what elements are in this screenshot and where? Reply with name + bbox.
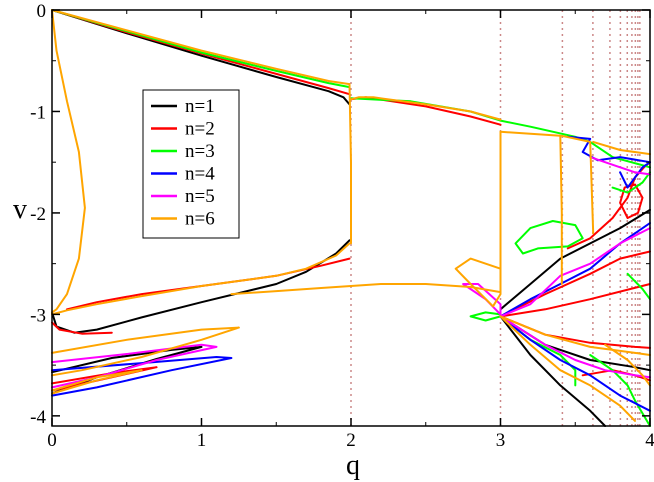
- series-6-curve-3: [348, 83, 352, 245]
- series-6-curve-14: [51, 369, 143, 395]
- x-tick-label: 1: [197, 430, 207, 451]
- series-1-curve-5: [499, 315, 607, 427]
- series-2-curve-10: [499, 283, 651, 318]
- series-6-curve-1: [51, 9, 86, 314]
- series-2-curve-8: [619, 183, 644, 219]
- series-4-curve-3: [619, 161, 651, 189]
- series-5-curve-1: [499, 227, 651, 318]
- x-axis-label: q: [346, 450, 360, 481]
- series-2-curve-1: [350, 96, 502, 126]
- series-2-curve-5: [499, 250, 651, 318]
- y-tick-label: -1: [30, 102, 46, 123]
- series-3-curve-6: [611, 171, 651, 194]
- series-6-curve-11: [499, 315, 651, 356]
- series-6-curve-7: [454, 130, 502, 308]
- y-axis-label: v: [13, 194, 27, 225]
- series-6-curve-0: [51, 9, 351, 86]
- series-2-curve-3: [51, 321, 113, 335]
- legend: n=1n=2n=3n=4n=5n=6: [142, 89, 240, 239]
- axis-ticks: 0 1 2 3 4 0 -1 -2 -3 -4: [30, 1, 654, 451]
- vertical-dotted-lines: [350, 10, 641, 426]
- series-1-curve-3: [499, 208, 651, 311]
- legend-label-4: n=4: [185, 164, 215, 185]
- series-curves: [51, 9, 651, 427]
- series-6-curve-9: [560, 134, 595, 235]
- y-tick-label: 0: [37, 1, 47, 22]
- series-3-curve-1: [350, 97, 502, 122]
- series-3-curve-4: [469, 311, 502, 322]
- series-3-curve-3: [514, 220, 584, 255]
- series-3-curve-7: [626, 272, 651, 301]
- series-6-curve-5: [350, 283, 502, 294]
- legend-box: [142, 89, 240, 239]
- series-3-curve-8: [589, 354, 651, 427]
- series-6-curve-10: [592, 140, 651, 156]
- series-6-curve-2: [51, 242, 351, 316]
- legend-label-3: n=3: [185, 141, 215, 162]
- x-tick-label: 0: [47, 430, 57, 451]
- series-6-curve-4: [350, 96, 502, 121]
- y-tick-label: -4: [30, 407, 46, 428]
- legend-label-5: n=5: [185, 186, 215, 207]
- series-4-curve-4: [51, 356, 233, 397]
- legend-label-6: n=6: [185, 209, 215, 230]
- x-tick-label: 4: [645, 430, 654, 451]
- series-6-curve-8: [499, 130, 563, 285]
- legend-label-2: n=2: [185, 119, 215, 140]
- series-6-curve-12: [499, 315, 636, 422]
- series-6-curve-13: [51, 326, 240, 377]
- series-6-curve-15: [604, 343, 651, 387]
- series-5-curve-2: [499, 315, 651, 379]
- legend-label-1: n=1: [185, 96, 215, 117]
- series-4-curve-2: [499, 315, 651, 412]
- x-tick-label: 2: [346, 430, 356, 451]
- y-tick-label: -2: [30, 204, 46, 225]
- y-tick-label: -3: [30, 305, 46, 326]
- x-tick-label: 3: [496, 430, 506, 451]
- series-5-curve-3: [589, 156, 651, 176]
- series-6-curve-6: [230, 285, 352, 296]
